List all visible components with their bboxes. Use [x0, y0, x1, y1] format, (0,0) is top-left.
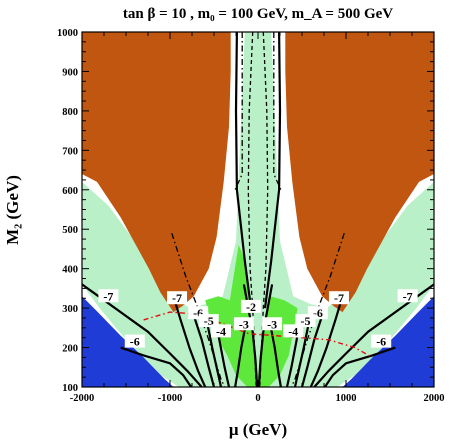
x-tick-label: -2000 — [70, 393, 95, 404]
y-tick-label: 200 — [62, 344, 78, 355]
contour-label: -5 — [204, 314, 214, 328]
contour-label: -6 — [193, 306, 203, 320]
contour-label: -3 — [239, 317, 249, 331]
contour-label: -4 — [216, 324, 226, 338]
contour-line — [234, 319, 248, 387]
contour-label: -2 — [246, 300, 256, 314]
plot-inner: -7 -7-7 -7-6 -6-6 -6-5 -5-4 -4-3 -3-2 — [82, 32, 434, 387]
contour-label: -4 — [288, 324, 298, 338]
contour-label: -6 — [130, 335, 140, 349]
contour-label-bg — [124, 334, 145, 348]
contour-line — [172, 295, 207, 387]
y-tick-label: 300 — [62, 304, 78, 315]
contour-label: -6 — [376, 335, 386, 349]
contour-label-bg — [240, 299, 261, 313]
contour-label-bg — [262, 317, 283, 331]
dashed-line — [273, 32, 282, 191]
y-tick-label: 500 — [62, 225, 78, 236]
contour-label: -5 — [301, 314, 311, 328]
contour-line — [323, 346, 396, 387]
contour-line — [205, 321, 223, 387]
y-tick-label: 800 — [62, 107, 78, 118]
red-dotted-line — [143, 311, 373, 359]
x-tick-label: 2000 — [424, 393, 445, 404]
contour-label-bg — [295, 314, 316, 328]
y-tick-label: 600 — [62, 186, 78, 197]
contour-label-bg — [371, 334, 392, 348]
contour-label: -7 — [334, 291, 344, 305]
y-axis-label: M₂ (GeV) — [3, 175, 22, 245]
excluded-region-brown — [285, 32, 434, 313]
contour-line — [263, 32, 282, 309]
excluded-region-blue — [342, 296, 434, 387]
x-tick-label: -1000 — [158, 393, 183, 404]
y-tick-label: 900 — [62, 67, 78, 78]
y-tick-label: 400 — [62, 265, 78, 276]
contour-line — [268, 319, 282, 387]
y-tick-label: 1000 — [57, 28, 78, 39]
contour-label: -7 — [172, 291, 182, 305]
contour-label-bg — [283, 324, 304, 338]
dashed-line — [234, 32, 243, 191]
contour-label: -7 — [103, 289, 113, 303]
x-tick-label: 1000 — [336, 393, 357, 404]
contour-label-bg — [397, 289, 418, 303]
contour-line — [120, 346, 193, 387]
contour-label-bg — [233, 317, 254, 331]
contour-label-bg — [211, 324, 232, 338]
contour-label: -3 — [267, 317, 277, 331]
contour-label-bg — [328, 291, 349, 305]
plot-area: -7 -7-7 -7-6 -6-6 -6-5 -5-4 -4-3 -3-2-2000 -1000… — [57, 28, 445, 404]
contour-label-bg — [167, 291, 188, 305]
contour-line — [293, 321, 311, 387]
x-tick-label: 0 — [255, 393, 260, 404]
contour-line — [300, 317, 323, 387]
contour-line — [309, 295, 344, 387]
excluded-region-blue — [82, 296, 174, 387]
contour-line — [234, 32, 253, 309]
excluded-region-brown — [82, 32, 231, 313]
contour-label: -6 — [313, 306, 323, 320]
x-axis-label: μ (GeV) — [229, 420, 287, 439]
y-tick-label: 700 — [62, 146, 78, 157]
contour-label: -7 — [403, 289, 413, 303]
y-tick-label: 100 — [62, 383, 78, 394]
contour-label-bg — [98, 289, 119, 303]
contour-label-bg — [198, 314, 219, 328]
contour-line — [193, 317, 216, 387]
chart-title: tan β = 10 , m₀ = 100 GeV, m_A = 500 GeV — [123, 6, 393, 22]
